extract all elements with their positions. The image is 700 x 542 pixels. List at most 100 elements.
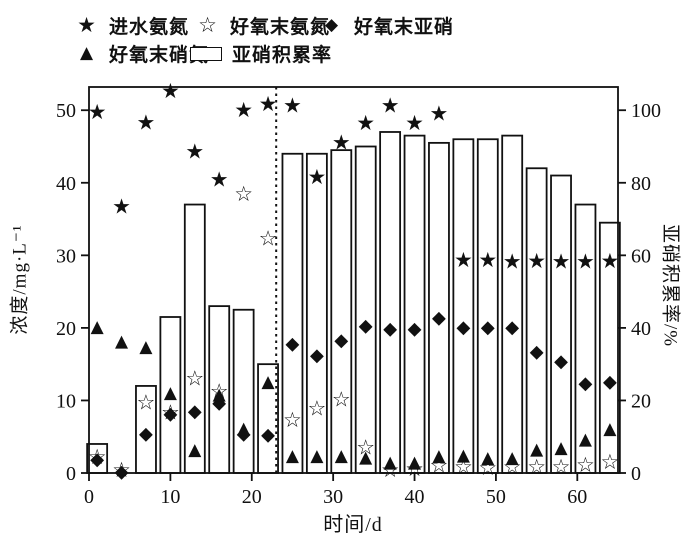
data-point-marker: ◆	[237, 424, 251, 445]
data-point-marker: ☆	[112, 458, 131, 482]
data-point-marker: ◆	[579, 373, 593, 394]
data-point-marker: ☆	[552, 455, 571, 479]
data-point-marker: ☆	[234, 182, 253, 206]
data-point-marker: ★	[137, 110, 156, 134]
data-point-marker: ◆	[212, 392, 226, 413]
data-point-marker: ▲	[457, 445, 471, 465]
data-point-marker: ◆	[90, 449, 104, 470]
svg-text:20: 20	[631, 390, 651, 412]
svg-text:10: 10	[160, 486, 180, 508]
data-point-marker: ★	[210, 168, 229, 192]
data-point-marker: ▲	[408, 453, 422, 473]
data-point-marker: ☆	[161, 401, 180, 425]
data-point-marker: ▲	[188, 440, 202, 460]
data-point-marker: ◆	[481, 317, 495, 338]
open-bar-icon	[190, 46, 222, 61]
data-point-marker: ▲	[554, 438, 568, 458]
data-point-marker: ☆	[137, 390, 156, 414]
filled-triangle-icon: ▲	[79, 43, 95, 63]
data-point-marker: ☆	[478, 456, 497, 480]
data-point-marker: ◆	[286, 334, 300, 355]
svg-text:80: 80	[631, 173, 651, 195]
data-point-marker: ★	[307, 165, 326, 189]
legend-label: 亚硝积累率	[232, 45, 333, 66]
data-point-marker: ☆	[210, 380, 229, 404]
data-point-marker: ★	[600, 249, 619, 273]
data-point-marker: ▲	[384, 453, 398, 473]
data-point-marker: ▲	[359, 447, 373, 467]
data-point-marker: ☆	[259, 226, 278, 250]
data-point-marker: ★	[478, 248, 497, 272]
data-point-marker: ◆	[115, 461, 129, 482]
svg-text:30: 30	[56, 245, 76, 267]
data-point-marker: ◆	[139, 424, 153, 445]
data-point-marker: ★	[430, 102, 449, 126]
scatter-series-markers: ★★★★★★★ ★ ★★★★★★ ★★ ★ ★ ★ ★ ★ ★☆☆☆ ☆☆☆☆☆☆ ☆ ☆☆☆ ☆ ☆ ☆ ☆ ☆…	[88, 79, 620, 482]
data-point-marker: ▲	[115, 331, 129, 351]
filled-diamond-icon: ◆	[324, 15, 340, 35]
data-point-marker: ▲	[481, 448, 495, 468]
legend-label: 进水氨氮	[109, 17, 190, 38]
data-point-marker: ★	[552, 250, 571, 274]
series: ☆☆☆ ☆☆☆☆☆☆ ☆ ☆☆☆ ☆ ☆ ☆ ☆ ☆ ☆ ☆ ☆ ☆	[88, 182, 620, 482]
bar	[305, 152, 328, 474]
data-point-marker: ◆	[334, 330, 348, 351]
svg-text:0: 0	[66, 463, 76, 485]
data-point-marker: ▲	[530, 439, 544, 459]
data-point-marker: ◆	[505, 317, 519, 338]
data-point-marker: ★	[381, 94, 400, 118]
svg-text:40: 40	[56, 173, 76, 195]
data-point-marker: ☆	[332, 388, 351, 412]
data-point-marker: ★	[527, 249, 546, 273]
svg-text:30: 30	[323, 486, 343, 508]
bar	[476, 138, 499, 474]
bar	[525, 167, 548, 474]
data-point-marker: ★	[185, 139, 204, 163]
data-point-marker: ▲	[335, 446, 349, 466]
data-point-marker: ☆	[527, 455, 546, 479]
data-point-marker: ◆	[383, 318, 397, 339]
bar	[403, 134, 426, 474]
data-point-marker: ▲	[432, 446, 446, 466]
data-point-marker: ▲	[286, 446, 300, 466]
open-star-icon: ☆	[198, 13, 218, 37]
series: ▲ ▲ ▲ ▲ ▲ ▲ ▲ ▲ ▲ ▲ ▲ ▲ ▲ ▲ ▲ ▲ ▲ ▲ ▲ ▲ ▲ ▲	[91, 317, 618, 473]
svg-text:10: 10	[56, 390, 76, 412]
bar	[379, 131, 402, 474]
data-point-marker: ▲	[506, 448, 520, 468]
legend-item-aerobic-end-nitrite: ◆ 好氧末亚硝	[320, 12, 454, 39]
data-point-marker: ◆	[530, 342, 544, 363]
data-point-marker: ★	[332, 131, 351, 155]
legend-label: 好氧末亚硝	[354, 17, 455, 38]
data-point-marker: ☆	[430, 454, 449, 478]
svg-text:40: 40	[631, 318, 651, 340]
bar	[183, 203, 206, 474]
data-point-marker: ☆	[454, 455, 473, 479]
data-point-marker: ▲	[164, 383, 178, 403]
data-point-marker: ☆	[576, 453, 595, 477]
svg-text:50: 50	[486, 486, 506, 508]
bar	[330, 149, 353, 474]
legend-item-nitrite-accumulation: 亚硝积累率	[190, 40, 332, 67]
data-point-marker: ▲	[91, 317, 105, 337]
svg-text:50: 50	[56, 100, 76, 122]
svg-text:20: 20	[56, 318, 76, 340]
bar	[232, 308, 255, 474]
axis-ticks-and-labels: 0 10 20 30 40 50 0 20 40 60 80 100 0 10 20 30 40 50 60	[56, 100, 661, 508]
data-point-marker: ★	[454, 248, 473, 272]
data-point-marker: ◆	[261, 424, 275, 445]
data-point-marker: ★	[234, 98, 253, 122]
data-point-marker: ★	[576, 250, 595, 274]
svg-text:0: 0	[631, 463, 641, 485]
data-point-marker: ★	[112, 195, 131, 219]
data-point-marker: ◆	[310, 345, 324, 366]
svg-text:100: 100	[631, 100, 661, 122]
svg-text:20: 20	[242, 486, 262, 508]
data-point-marker: ☆	[185, 367, 204, 391]
bar	[354, 145, 377, 474]
data-point-marker: ◆	[163, 403, 177, 424]
plot-frame	[88, 86, 619, 474]
legend-item-aerobic-end-ammonia: ☆ 好氧末氨氮	[196, 12, 330, 39]
legend-label: 好氧末氨氮	[230, 17, 331, 38]
